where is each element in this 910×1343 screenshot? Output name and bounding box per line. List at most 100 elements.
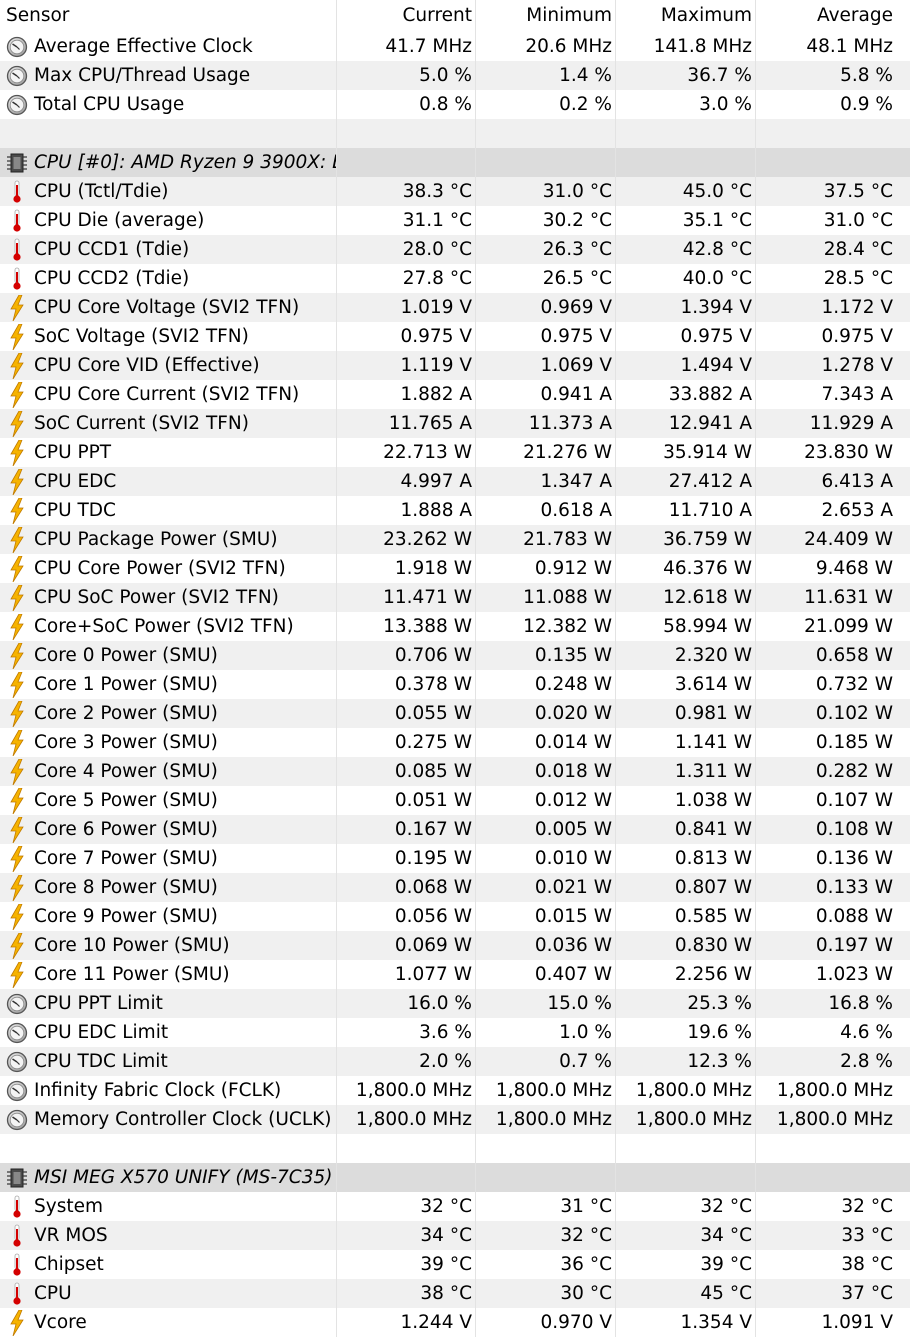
sensor-name-cell: MSI MEG X570 UNIFY (MS-7C35) (... [0,1163,337,1192]
sensor-name-cell: Core 3 Power (SMU) [0,728,337,757]
lightning-icon [4,612,30,641]
sensor-row[interactable]: Core 1 Power (SMU) 0.378 W 0.248 W 3.614 W 0… [0,670,910,699]
sensor-name-cell: Core 1 Power (SMU) [0,670,337,699]
empty-cell [618,1134,756,1163]
sensor-row[interactable]: Core 0 Power (SMU) 0.706 W 0.135 W 2.320 W 0… [0,641,910,670]
sensor-row[interactable]: CPU CCD2 (Tdie) 27.8 °C 26.5 °C 40.0 °C 28.5… [0,264,910,293]
sensor-row[interactable]: CPU (Tctl/Tdie) 38.3 °C 31.0 °C 45.0 °C 37.5… [0,177,910,206]
column-header-average[interactable]: Average [817,5,893,26]
minimum-value: 0.012 W [478,786,616,815]
sensor-row[interactable]: CPU CCD1 (Tdie) 28.0 °C 26.3 °C 42.8 °C 28.4… [0,235,910,264]
average-value: 0.9 % [840,94,893,115]
maximum-value: 25.3 % [618,989,756,1018]
average-value: 38 °C [841,1254,893,1275]
sensor-name-cell: Core 6 Power (SMU) [0,815,337,844]
sensor-row[interactable]: SoC Voltage (SVI2 TFN) 0.975 V 0.975 V 0.97… [0,322,910,351]
current-value [338,148,476,177]
sensor-row[interactable]: CPU Core Current (SVI2 TFN) 1.882 A 0.941 … [0,380,910,409]
sensor-name-cell: CPU Core VID (Effective) [0,351,337,380]
average-value: 0.107 W [815,790,893,811]
sensor-name-cell: VR MOS [0,1221,337,1250]
average-value [758,148,896,177]
blank-row [0,1134,910,1163]
lightning-icon [4,699,30,728]
sensor-row[interactable]: CPU EDC Limit 3.6 % 1.0 % 19.6 % 4.6 % [0,1018,910,1047]
minimum-value: 1.069 V [478,351,616,380]
sensor-label: CPU EDC Limit [34,1022,169,1043]
sensor-row[interactable]: Core 7 Power (SMU) 0.195 W 0.010 W 0.813 W 0… [0,844,910,873]
sensor-row[interactable]: CPU Die (average) 31.1 °C 30.2 °C 35.1 °C 31… [0,206,910,235]
sensor-row[interactable]: Core 11 Power (SMU) 1.077 W 0.407 W 2.256 W… [0,960,910,989]
sensor-row[interactable]: Core+SoC Power (SVI2 TFN) 13.388 W 12.382 … [0,612,910,641]
sensor-row[interactable]: CPU PPT Limit 16.0 % 15.0 % 25.3 % 16.8 % [0,989,910,1018]
lightning-icon [4,873,30,902]
lightning-icon [4,844,30,873]
sensor-row[interactable]: Memory Controller Clock (UCLK) 1,800.0 MH… [0,1105,910,1134]
maximum-value: 39 °C [618,1250,756,1279]
sensor-row[interactable]: Core 5 Power (SMU) 0.051 W 0.012 W 1.038 W 0… [0,786,910,815]
maximum-value: 32 °C [618,1192,756,1221]
sensor-row[interactable]: Core 8 Power (SMU) 0.068 W 0.021 W 0.807 W 0… [0,873,910,902]
clock-icon [4,1047,30,1076]
average-value: 5.8 % [840,65,893,86]
empty-cell [478,119,616,148]
sensor-name-cell: CPU Package Power (SMU) [0,525,337,554]
sensor-row[interactable]: CPU EDC 4.997 A 1.347 A 27.412 A 6.413 A [0,467,910,496]
sensor-row[interactable]: Core 10 Power (SMU) 0.069 W 0.036 W 0.830 W… [0,931,910,960]
minimum-value: 0.135 W [478,641,616,670]
sensor-row[interactable]: CPU TDC 1.888 A 0.618 A 11.710 A 2.653 A [0,496,910,525]
clock-icon [4,989,30,1018]
sensor-group-row[interactable]: MSI MEG X570 UNIFY (MS-7C35) (... [0,1163,910,1192]
sensor-row[interactable]: Core 6 Power (SMU) 0.167 W 0.005 W 0.841 W 0… [0,815,910,844]
sensor-row[interactable]: SoC Current (SVI2 TFN) 11.765 A 11.373 A 12… [0,409,910,438]
sensor-row[interactable]: Infinity Fabric Clock (FCLK) 1,800.0 MHz 1… [0,1076,910,1105]
sensor-row[interactable]: System 32 °C 31 °C 32 °C 32 °C [0,1192,910,1221]
average-value: 6.413 A [821,471,894,492]
sensor-name-cell: CPU EDC Limit [0,1018,337,1047]
current-value: 0.051 W [338,786,476,815]
column-header-maximum[interactable]: Maximum [618,0,756,32]
average-value: 0.136 W [815,848,893,869]
average-value: 0.658 W [815,645,893,666]
thermometer-icon [4,1221,30,1250]
maximum-value: 0.975 V [618,322,756,351]
sensor-label: System [34,1196,103,1217]
sensor-label: CPU SoC Power (SVI2 TFN) [34,587,279,608]
lightning-icon [4,322,30,351]
sensor-row[interactable]: CPU Core VID (Effective) 1.119 V 1.069 V 1.… [0,351,910,380]
sensor-row[interactable]: Core 9 Power (SMU) 0.056 W 0.015 W 0.585 W 0… [0,902,910,931]
maximum-value: 35.914 W [618,438,756,467]
sensor-row[interactable]: Core 3 Power (SMU) 0.275 W 0.014 W 1.141 W 0… [0,728,910,757]
sensor-row[interactable]: VR MOS 34 °C 32 °C 34 °C 33 °C [0,1221,910,1250]
maximum-value: 0.807 W [618,873,756,902]
minimum-value: 0.014 W [478,728,616,757]
minimum-value: 0.021 W [478,873,616,902]
sensor-row[interactable]: Average Effective Clock 41.7 MHz 20.6 MHz 1… [0,32,910,61]
sensor-row[interactable]: Core 2 Power (SMU) 0.055 W 0.020 W 0.981 W 0… [0,699,910,728]
sensor-row[interactable]: Total CPU Usage 0.8 % 0.2 % 3.0 % 0.9 % [0,90,910,119]
lightning-icon [4,1308,30,1337]
column-header-sensor[interactable]: Sensor [0,0,337,32]
sensor-label: CPU Core Voltage (SVI2 TFN) [34,297,300,318]
sensor-row[interactable]: CPU Core Voltage (SVI2 TFN) 1.019 V 0.969 … [0,293,910,322]
sensor-row[interactable]: CPU SoC Power (SVI2 TFN) 11.471 W 11.088 W… [0,583,910,612]
sensor-row[interactable]: CPU TDC Limit 2.0 % 0.7 % 12.3 % 2.8 % [0,1047,910,1076]
sensor-group-row[interactable]: CPU [#0]: AMD Ryzen 9 3900X: En... [0,148,910,177]
minimum-value: 26.5 °C [478,264,616,293]
thermometer-icon [4,177,30,206]
average-value: 0.732 W [815,674,893,695]
sensor-row[interactable]: Vcore 1.244 V 0.970 V 1.354 V 1.091 V [0,1308,910,1337]
sensor-label: CPU Die (average) [34,210,205,231]
sensor-row[interactable]: CPU PPT 22.713 W 21.276 W 35.914 W 23.830 W [0,438,910,467]
sensor-row[interactable]: Core 4 Power (SMU) 0.085 W 0.018 W 1.311 W 0… [0,757,910,786]
sensor-row[interactable]: Max CPU/Thread Usage 5.0 % 1.4 % 36.7 % 5.8 … [0,61,910,90]
thermometer-icon [4,206,30,235]
thermometer-icon [4,264,30,293]
clock-icon [4,61,30,90]
sensor-row[interactable]: CPU 38 °C 30 °C 45 °C 37 °C [0,1279,910,1308]
column-header-current[interactable]: Current [338,0,476,32]
sensor-row[interactable]: Chipset 39 °C 36 °C 39 °C 38 °C [0,1250,910,1279]
column-header-minimum[interactable]: Minimum [478,0,616,32]
